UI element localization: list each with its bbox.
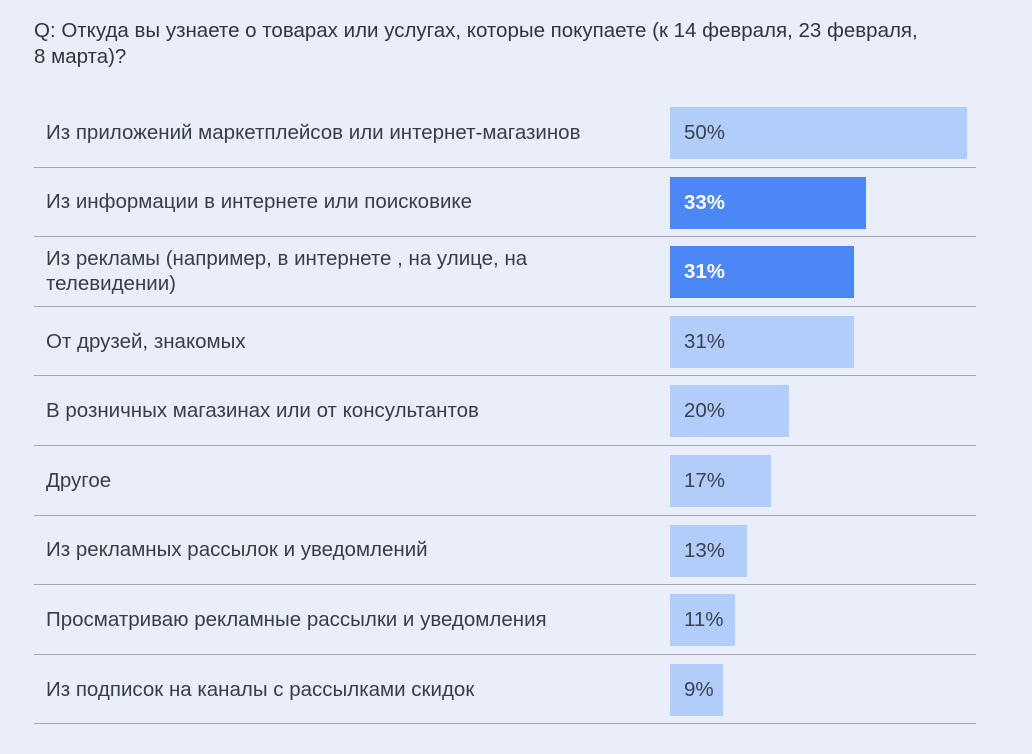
bar — [670, 594, 736, 647]
value-label: 31% — [684, 260, 726, 284]
bar-area: 20% — [670, 385, 967, 438]
bar-area: 33% — [670, 176, 967, 229]
value-label: 9% — [684, 677, 714, 701]
chart-row: От друзей, знакомых 31% — [34, 307, 976, 377]
bar-area: 50% — [670, 107, 967, 159]
chart-row: Из информации в интернете или поисковике… — [34, 168, 976, 238]
chart-row: Из подписок на каналы с рассылками скидо… — [34, 655, 976, 725]
category-label: Из рекламных рассылок и уведомлений — [46, 538, 428, 562]
bar-area: 13% — [670, 524, 967, 577]
value-label: 33% — [684, 190, 726, 214]
value-label: 11% — [684, 608, 724, 632]
chart-row: В розничных магазинах или от консультант… — [34, 376, 976, 446]
value-label: 17% — [684, 468, 726, 492]
category-label: Из рекламы (например, в интернете , на у… — [46, 247, 528, 296]
category-label: Из информации в интернете или поисковике — [46, 190, 473, 214]
bar-area: 17% — [670, 454, 967, 507]
bar — [670, 385, 789, 438]
bar — [670, 176, 867, 229]
chart-row: Другое 17% — [34, 446, 976, 516]
bar — [670, 524, 748, 577]
category-label: В розничных магазинах или от консультант… — [46, 399, 479, 423]
value-label: 20% — [684, 399, 726, 423]
category-label: Из подписок на каналы с рассылками скидо… — [46, 677, 475, 701]
value-label: 13% — [684, 538, 726, 562]
category-label: Просматриваю рекламные рассылки и уведом… — [46, 607, 547, 631]
bar-area: 31% — [670, 315, 967, 368]
question-title: Q: Откуда вы узнаете о товарах или услуг… — [34, 19, 918, 68]
bar-area: 9% — [670, 663, 967, 716]
bar — [670, 107, 967, 159]
chart-row: Из рекламных рассылок и уведомлений 13% — [34, 516, 976, 586]
bar — [670, 246, 855, 299]
category-label: От друзей, знакомых — [46, 329, 246, 353]
category-label: Из приложений маркетплейсов или интернет… — [46, 120, 581, 144]
chart-row: Из приложений маркетплейсов или интернет… — [34, 98, 976, 168]
bar — [670, 454, 771, 507]
chart-row: Просматриваю рекламные рассылки и уведом… — [34, 585, 976, 655]
bar — [670, 663, 724, 716]
category-label: Другое — [46, 468, 112, 492]
bar — [670, 315, 855, 368]
chart-row: Из рекламы (например, в интернете , на у… — [34, 237, 976, 307]
bar-chart: Из приложений маркетплейсов или интернет… — [34, 98, 976, 725]
bar-area: 11% — [670, 594, 967, 647]
value-label: 31% — [684, 329, 726, 353]
value-label: 50% — [684, 121, 726, 144]
bar-area: 31% — [670, 246, 967, 299]
